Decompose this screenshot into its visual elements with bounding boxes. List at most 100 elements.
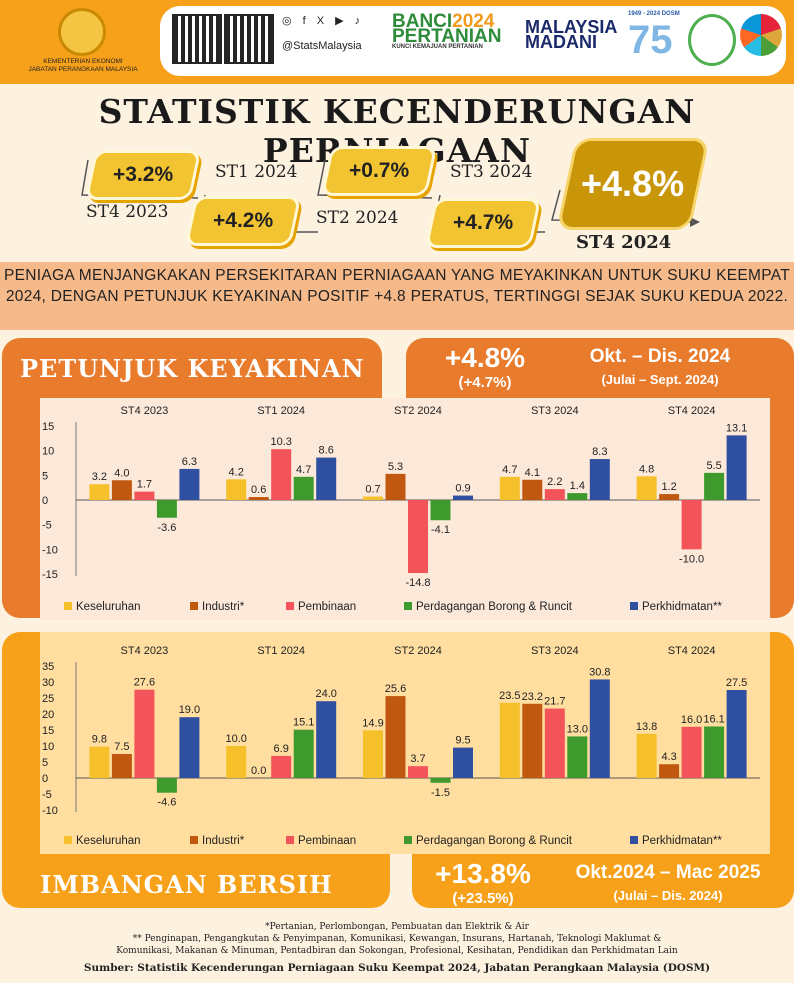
bar bbox=[726, 690, 747, 778]
legend-swatch bbox=[190, 836, 198, 844]
data-label: 0.0 bbox=[251, 765, 266, 777]
balance-prev-period: (Julai – Dis. 2024) bbox=[613, 888, 723, 903]
category-label: ST4 2024 bbox=[668, 645, 716, 657]
value-text: +4.2% bbox=[212, 209, 274, 232]
bar bbox=[316, 701, 337, 778]
data-label: -4.6 bbox=[157, 797, 176, 809]
ministry-line: KEMENTERIAN EKONOMI bbox=[43, 58, 123, 65]
value-text: +3.2% bbox=[112, 163, 174, 186]
quarter-label: ST1 2024 bbox=[215, 162, 298, 182]
data-label: -10.0 bbox=[679, 553, 704, 565]
legend-swatch bbox=[286, 602, 294, 610]
footnote-services-cont: Komunikasi, Makanan & Minuman, Pentadbir… bbox=[116, 946, 678, 956]
y-tick-label: 35 bbox=[42, 661, 54, 673]
y-tick-label: 15 bbox=[42, 421, 54, 433]
bar bbox=[363, 730, 383, 778]
bar bbox=[271, 755, 292, 778]
footnote-industry: *Pertanian, Perlombongan, Pembuatan dan … bbox=[265, 922, 529, 932]
banci-subtitle: KUNCI KEMAJUAN PERTANIAN bbox=[392, 44, 483, 50]
bar bbox=[111, 480, 132, 500]
confidence-prev-period: (Julai – Sept. 2024) bbox=[601, 372, 719, 387]
qr-code-icon[interactable] bbox=[172, 14, 222, 64]
y-tick-label: 5 bbox=[42, 757, 48, 769]
data-label: 0.6 bbox=[251, 484, 266, 496]
legend-swatch bbox=[64, 602, 72, 610]
balance-heading: IMBANGAN BERSIH bbox=[40, 870, 333, 899]
value-text: +4.7% bbox=[452, 211, 514, 234]
data-label: 1.2 bbox=[661, 481, 676, 493]
bar bbox=[385, 696, 406, 778]
data-label: -3.6 bbox=[157, 522, 176, 534]
bar bbox=[726, 435, 747, 500]
balance-bar-chart: 35 30 25 20 15 10 5 0 -5 -10 ST4 2023 9.8 7.5 27.6 -4.… bbox=[42, 645, 760, 847]
bar bbox=[293, 476, 314, 500]
bar bbox=[636, 476, 657, 500]
bar bbox=[134, 689, 155, 778]
bar bbox=[659, 764, 680, 778]
legend-label: Pembinaan bbox=[298, 601, 356, 613]
data-label: 3.7 bbox=[410, 753, 425, 765]
bar bbox=[544, 489, 565, 500]
category-label: ST3 2024 bbox=[531, 405, 579, 417]
data-label: 7.5 bbox=[114, 741, 129, 753]
quarter-label: ST2 2024 bbox=[316, 208, 399, 228]
data-label: 23.5 bbox=[499, 690, 520, 702]
department-line: JABATAN PERANGKAAN MALAYSIA bbox=[28, 66, 138, 73]
category-label: ST4 2023 bbox=[121, 645, 169, 657]
category-label: ST2 2024 bbox=[394, 405, 442, 417]
bar bbox=[522, 479, 543, 500]
social-media-icons[interactable]: ◎ f X ▶ ♪ bbox=[282, 15, 365, 27]
confidence-bar-chart: 15 10 5 0 -5 -10 -15 ST4 2023 3.2 4.0 1.7 -3.6 6.3 ST… bbox=[42, 405, 760, 613]
bar bbox=[659, 494, 680, 500]
data-label: 4.3 bbox=[661, 751, 676, 763]
madani-line1: MALAYSIA bbox=[525, 17, 618, 37]
y-tick-label: 0 bbox=[42, 773, 48, 785]
y-tick-label: 25 bbox=[42, 693, 54, 705]
pertanian-text: PERTANIAN bbox=[392, 26, 502, 47]
legend-label: Industri* bbox=[202, 835, 245, 847]
qr-code-icon[interactable] bbox=[224, 14, 274, 64]
data-label: 13.0 bbox=[567, 723, 588, 735]
data-label: 4.7 bbox=[502, 464, 517, 476]
bar bbox=[134, 491, 155, 500]
bar bbox=[704, 472, 725, 500]
data-label: 1.7 bbox=[137, 479, 152, 491]
data-label: -1.5 bbox=[431, 787, 450, 799]
bar bbox=[681, 726, 702, 778]
bar bbox=[453, 495, 473, 500]
y-tick-label: 0 bbox=[42, 495, 48, 507]
data-label: 4.1 bbox=[525, 467, 540, 479]
legend-swatch bbox=[286, 836, 294, 844]
bar bbox=[522, 703, 543, 778]
data-label: 23.2 bbox=[522, 691, 543, 703]
value-text: +0.7% bbox=[348, 159, 410, 182]
data-label: 16.1 bbox=[703, 713, 724, 725]
malaysia-madani-logo: MALAYSIA MADANI bbox=[525, 17, 618, 51]
data-label: 6.9 bbox=[274, 743, 289, 755]
bar bbox=[89, 746, 110, 778]
legend-label: Perdagangan Borong & Runcit bbox=[416, 601, 573, 613]
y-tick-label: 20 bbox=[42, 709, 54, 721]
confidence-period: Okt. – Dis. 2024 bbox=[589, 346, 731, 367]
data-label: 3.2 bbox=[92, 471, 107, 483]
legend-label: Perkhidmatan** bbox=[642, 601, 722, 613]
legend-label: Industri* bbox=[202, 601, 245, 613]
banci-year: 2024 bbox=[452, 11, 495, 32]
dosm-years: 1949 - 2024 DOSM bbox=[628, 11, 680, 17]
data-label: 8.3 bbox=[592, 446, 607, 458]
legend-swatch bbox=[190, 602, 198, 610]
legend-label: Pembinaan bbox=[298, 835, 356, 847]
data-label: 10.0 bbox=[225, 733, 246, 745]
data-label: -14.8 bbox=[405, 577, 430, 589]
data-label: 9.8 bbox=[92, 734, 107, 746]
y-tick-label: 10 bbox=[42, 741, 54, 753]
y-tick-label: 10 bbox=[42, 446, 54, 458]
balance-period: Okt.2024 – Mac 2025 bbox=[575, 862, 761, 883]
data-label: 16.0 bbox=[681, 714, 702, 726]
bar bbox=[589, 459, 610, 500]
y-tick-label: -10 bbox=[42, 805, 58, 817]
y-tick-label: 15 bbox=[42, 725, 54, 737]
quarter-label: ST3 2024 bbox=[450, 162, 533, 182]
confidence-heading: PETUNJUK KEYAKINAN bbox=[20, 354, 365, 383]
legend-swatch bbox=[404, 602, 412, 610]
